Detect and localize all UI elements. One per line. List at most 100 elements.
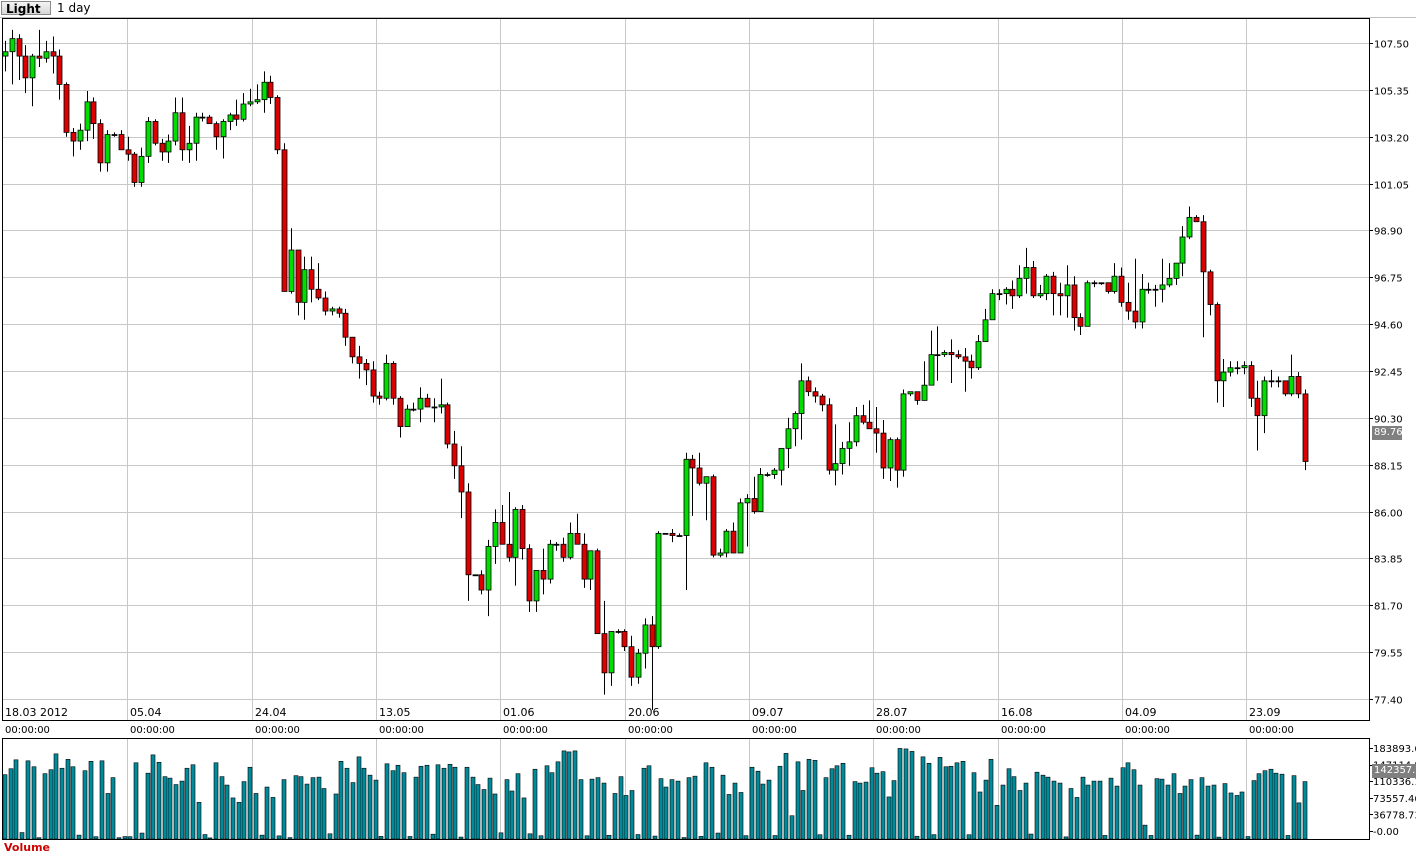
candle-body: [261, 81, 268, 101]
candle: [676, 533, 683, 537]
volume-bar: [1017, 790, 1023, 840]
candle: [1214, 302, 1221, 403]
x-date-label: 16.08: [1001, 706, 1033, 719]
volume-bar: [1068, 788, 1074, 840]
candle: [247, 88, 254, 107]
candle: [444, 402, 451, 449]
volume-bar: [401, 772, 407, 840]
candle-body: [785, 428, 792, 449]
volume-bar: [800, 790, 806, 840]
candle: [2, 40, 9, 72]
candle-body: [887, 439, 894, 469]
candle-body: [485, 546, 492, 591]
candle: [329, 306, 336, 316]
candle: [581, 533, 588, 588]
volume-bar: [1205, 785, 1211, 840]
volume-bar: [1165, 784, 1171, 840]
candle: [1111, 263, 1118, 294]
candle-body: [84, 101, 91, 131]
volume-bar: [367, 774, 373, 840]
candle: [227, 112, 234, 131]
volume-bar: [241, 781, 247, 840]
candle-body: [581, 543, 588, 580]
candle: [846, 422, 853, 466]
volume-bar: [1125, 762, 1131, 840]
volume-tick-label: 73557.46: [1373, 794, 1416, 805]
candle: [601, 600, 608, 695]
volume-grid: [127, 738, 1247, 839]
current-volume-label: 142357.0: [1372, 764, 1416, 778]
candle-body: [1234, 367, 1241, 370]
candle: [1077, 313, 1084, 336]
candle: [512, 507, 519, 586]
candle-body: [1071, 284, 1078, 319]
candle: [798, 363, 805, 440]
candle-body: [934, 354, 941, 357]
symbol-button[interactable]: Light: [1, 1, 51, 16]
candle: [349, 336, 356, 364]
volume-bar: [1188, 779, 1194, 840]
y-tick-label: 77.40: [1374, 696, 1403, 707]
candle: [152, 119, 159, 146]
y-tick-label: 103.20: [1374, 134, 1409, 145]
candle: [778, 447, 785, 486]
candle: [1295, 372, 1302, 399]
volume-bar: [65, 759, 71, 840]
volume-bar: [1177, 793, 1183, 840]
volume-bar: [487, 777, 493, 840]
candle-body: [227, 114, 234, 122]
x-time-label: 00:00:00: [5, 725, 50, 736]
volume-bar: [1279, 773, 1285, 840]
candle: [1003, 287, 1010, 305]
candle-body: [1288, 376, 1295, 395]
volume-bar: [395, 764, 401, 840]
candle-body: [948, 352, 955, 356]
candle: [261, 71, 268, 113]
y-tick-label: 96.75: [1374, 274, 1403, 285]
candle-body: [336, 308, 343, 314]
volume-bar: [698, 836, 704, 840]
candle-body: [125, 149, 132, 155]
candle: [1037, 284, 1044, 298]
candle-body: [567, 532, 574, 558]
candle-body: [1241, 365, 1248, 369]
candle: [50, 36, 57, 74]
candle-body: [846, 441, 853, 449]
y-tick-label: 83.85: [1374, 555, 1403, 566]
candle-body: [458, 465, 465, 493]
candle: [948, 339, 955, 383]
volume-bar: [720, 774, 726, 840]
candle: [928, 330, 935, 386]
volume-bar: [116, 837, 122, 840]
volume-bar: [532, 768, 538, 840]
candle-body: [363, 362, 370, 371]
candle: [975, 335, 982, 370]
candle-body: [97, 123, 104, 164]
candle: [383, 354, 390, 401]
candle-body: [465, 491, 472, 576]
volume-bar: [1268, 768, 1274, 840]
candle: [812, 387, 819, 403]
candle-body: [342, 312, 349, 338]
volume-bar: [829, 768, 835, 840]
candle: [608, 631, 615, 686]
candle: [472, 574, 479, 577]
volume-bar: [726, 794, 732, 840]
y-tick-label: 101.05: [1374, 181, 1409, 192]
candle-body: [478, 574, 485, 591]
price-grid: [2, 18, 1373, 720]
volume-bar: [966, 834, 972, 840]
candle: [295, 249, 302, 316]
interval-label[interactable]: 1 day: [57, 1, 91, 15]
candle-body: [615, 631, 622, 633]
candle: [730, 522, 737, 554]
candle-body: [975, 341, 982, 369]
candle: [669, 529, 676, 543]
volume-bar: [413, 776, 419, 840]
volume-bar: [1045, 776, 1051, 840]
candle: [826, 398, 833, 475]
candle: [1200, 215, 1207, 338]
volume-bar: [93, 836, 99, 840]
candle: [989, 289, 996, 321]
candle-body: [635, 652, 642, 678]
